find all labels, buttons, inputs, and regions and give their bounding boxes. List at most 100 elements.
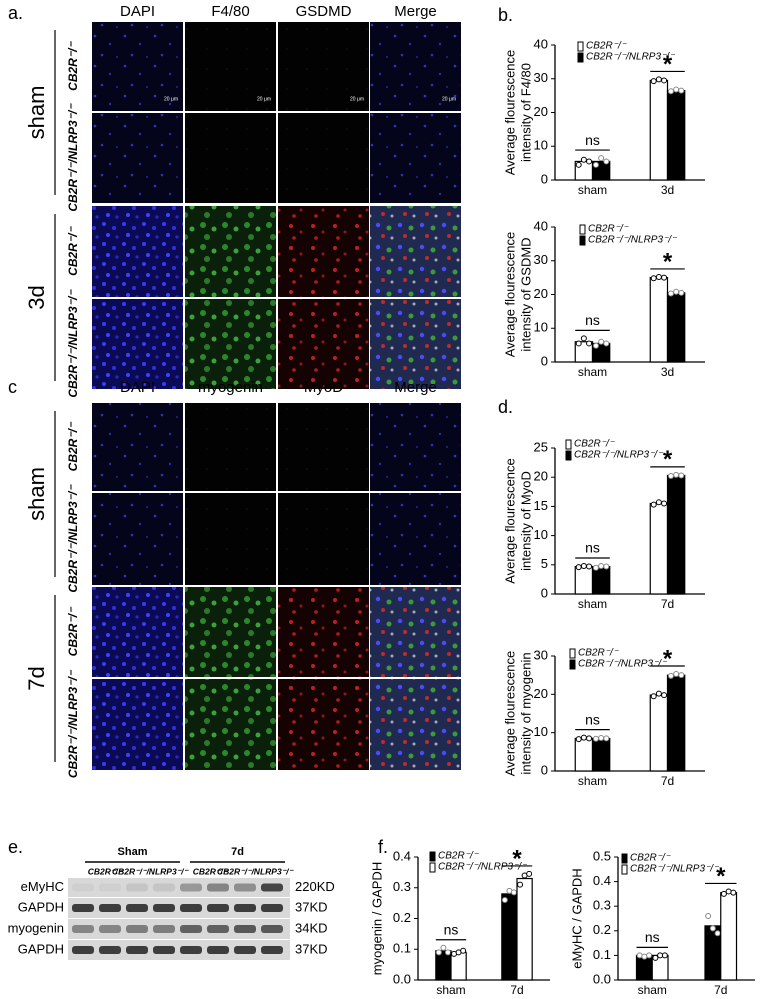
y-tick-label: 0.3 [593,898,611,913]
bar [649,694,669,772]
y-tick-label: 0.1 [593,947,611,962]
y-tick-label: 0 [541,585,548,600]
micrograph [92,403,183,491]
scale-bar-label: 20 μm [350,96,364,102]
data-point [655,499,662,506]
blot-band [72,925,94,933]
x-tick-label: sham [578,365,607,379]
y-tick-label: 30 [534,647,548,662]
data-point [501,897,508,904]
column-header: myogenin [198,379,263,396]
data-point [661,692,668,699]
data-point [575,340,582,347]
size-label: 220KD [295,879,335,894]
x-tick-label: 7d [510,983,523,997]
y-tick-label: 0.2 [593,922,611,937]
blot-band [234,904,256,912]
genotype-label: CB2R⁻/⁻/NLRP3⁻/⁻ [66,289,80,398]
y-axis-label: Average flourescence [502,232,517,358]
data-point [580,562,587,569]
micrograph [92,113,183,203]
panel-label: c [8,377,17,397]
y-tick-label: 25 [534,439,548,454]
x-tick-label: sham [578,774,607,788]
x-tick-label: 7d [714,983,727,997]
panel-label: f. [378,837,388,857]
y-tick-label: 10 [534,138,548,153]
legend-swatch [621,864,628,875]
data-point [678,672,685,679]
genotype-label: CB2R⁻/⁻ [66,421,80,471]
micrograph [185,299,276,389]
y-tick-label: 10 [534,320,548,335]
blot-band [126,925,148,933]
micrograph [278,493,369,585]
column-header: DAPI [120,3,155,20]
significance-label: ns [585,540,600,556]
genotype-label: CB2R⁻/⁻/NLRP3⁻/⁻ [66,484,80,593]
panel-label: e. [8,837,23,857]
micrograph [92,493,183,585]
data-point [444,949,451,956]
data-point [673,471,680,478]
micrograph [370,206,461,297]
data-point [730,889,737,896]
y-axis-label: intensity of F4/80 [518,63,533,162]
blot-group: 7d [231,846,244,858]
y-tick-label: 0.4 [393,848,411,863]
data-point [667,290,674,297]
panel-label: d. [498,397,513,417]
blot-genotype: CB2R⁻/⁻ [193,866,229,876]
x-tick-label: sham [638,983,667,997]
legend-swatch [565,439,572,450]
y-tick-label: 40 [534,36,548,51]
data-point [510,889,517,896]
legend-label: CB2R⁻/⁻/NLRP3⁻/⁻ [588,235,677,246]
x-tick-label: 3d [661,365,674,379]
data-point [580,156,587,163]
genotype-label: CB2R⁻/⁻ [66,41,80,91]
significance-label: * [716,863,726,890]
significance-label: ns [585,711,600,727]
legend-swatch [569,659,576,670]
data-point [678,472,685,479]
micrograph [278,403,369,491]
data-point [661,274,668,281]
legend-swatch [577,41,584,52]
blot-band [234,946,256,954]
data-point [655,690,662,697]
micrograph [370,679,461,770]
scale-bar-label: 20 μm [442,96,456,102]
x-tick-label: sham [578,597,607,611]
legend-swatch [429,851,436,862]
significance-label: ns [444,921,459,937]
data-point [667,473,674,480]
y-tick-label: 0 [541,353,548,368]
blot-genotype: CB2R⁻/⁻/NLRP3⁻/⁻ [217,866,295,876]
bar [649,79,669,181]
legend-swatch [429,862,436,873]
micrograph [278,206,369,297]
micrograph [370,587,461,677]
blot-band [72,883,94,892]
blot-band [99,883,121,892]
y-axis-label: myogenin / GAPDH [369,862,384,975]
micrograph [92,587,183,677]
micrograph [370,113,461,203]
y-tick-label: 0.2 [393,910,411,925]
bar [720,892,738,981]
data-point [678,87,685,94]
micrograph [370,493,461,585]
data-point [592,564,599,571]
data-point [575,564,582,571]
blot-band [207,904,229,912]
micrograph [185,493,276,585]
blot-band [153,946,175,954]
y-axis-label: Average flourescence [502,458,517,584]
data-point [586,735,593,742]
blot-band [72,946,94,954]
group-label: sham [24,86,49,140]
legend-label: CB2R⁻/⁻ [578,648,619,659]
data-point [440,944,447,951]
data-point [709,925,716,932]
